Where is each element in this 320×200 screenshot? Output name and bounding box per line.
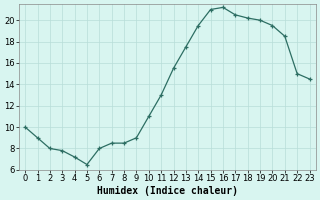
X-axis label: Humidex (Indice chaleur): Humidex (Indice chaleur)	[97, 186, 238, 196]
